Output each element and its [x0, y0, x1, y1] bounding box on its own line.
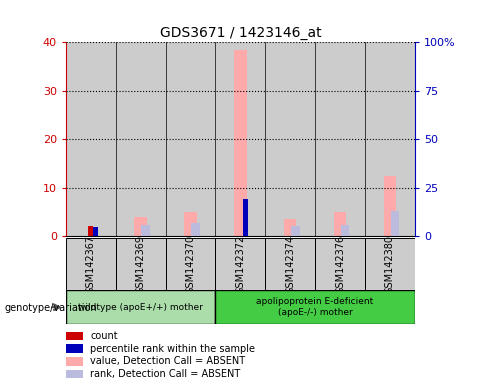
Bar [141, 225, 150, 236]
Bar [315, 238, 365, 290]
Bar [184, 212, 197, 236]
Bar [390, 211, 399, 236]
Bar [365, 238, 415, 290]
Text: apolipoprotein E-deficient
(apoE-/-) mother: apolipoprotein E-deficient (apoE-/-) mot… [257, 298, 374, 317]
Text: GSM142369: GSM142369 [136, 235, 145, 293]
Text: count: count [90, 331, 118, 341]
Bar [315, 42, 365, 236]
Text: GSM142380: GSM142380 [385, 235, 395, 293]
Bar [265, 238, 315, 290]
Title: GDS3671 / 1423146_at: GDS3671 / 1423146_at [160, 26, 321, 40]
Bar [291, 227, 300, 236]
Bar [234, 50, 246, 236]
Text: GSM142370: GSM142370 [185, 235, 196, 293]
Bar [165, 42, 215, 236]
Text: GSM142376: GSM142376 [335, 235, 345, 293]
Bar [384, 175, 396, 236]
Text: value, Detection Call = ABSENT: value, Detection Call = ABSENT [90, 356, 245, 366]
Text: GSM142374: GSM142374 [285, 235, 295, 293]
Bar [334, 212, 346, 236]
Bar [134, 217, 147, 236]
Bar [341, 225, 349, 236]
Bar [284, 219, 296, 236]
Bar [215, 42, 265, 236]
Text: genotype/variation: genotype/variation [5, 303, 98, 313]
Bar [116, 238, 165, 290]
Bar [243, 199, 248, 236]
Text: rank, Detection Call = ABSENT: rank, Detection Call = ABSENT [90, 369, 241, 379]
Bar [66, 238, 116, 290]
Text: GSM142367: GSM142367 [86, 235, 96, 293]
Bar [191, 223, 200, 236]
Bar [215, 238, 265, 290]
Bar [215, 290, 415, 324]
Text: GSM142372: GSM142372 [235, 234, 245, 294]
Bar [116, 42, 165, 236]
Bar [265, 42, 315, 236]
Bar [365, 42, 415, 236]
Bar [93, 227, 98, 236]
Bar [66, 290, 215, 324]
Text: percentile rank within the sample: percentile rank within the sample [90, 344, 255, 354]
Bar [66, 42, 116, 236]
Bar [88, 227, 93, 236]
Bar [165, 238, 215, 290]
Text: wildtype (apoE+/+) mother: wildtype (apoE+/+) mother [78, 303, 203, 312]
